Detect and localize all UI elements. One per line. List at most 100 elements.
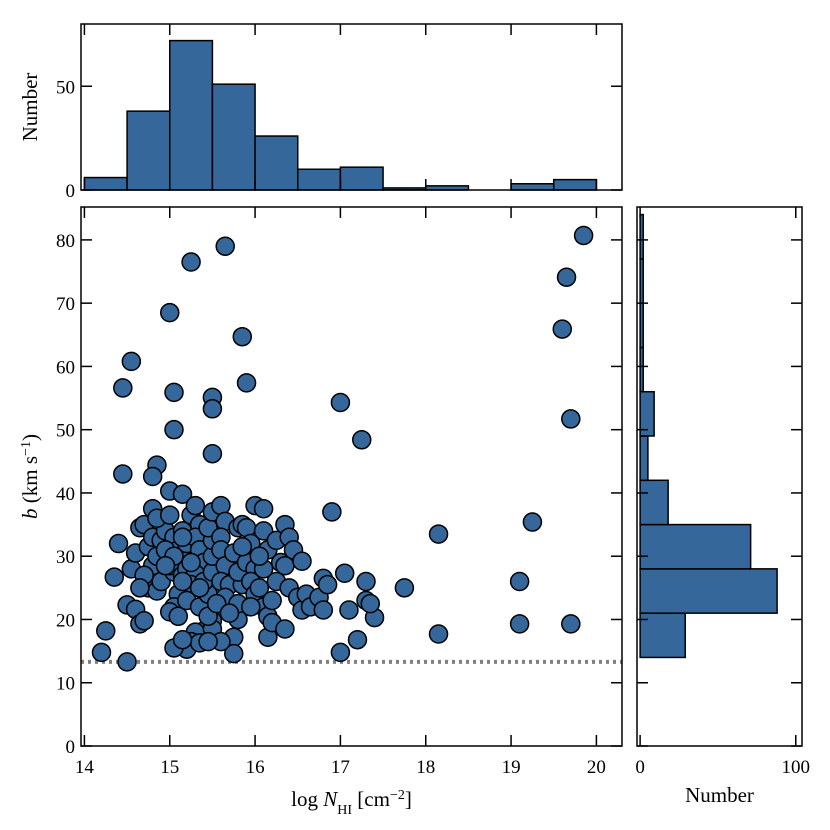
scatter-point bbox=[142, 466, 163, 487]
scatter-point bbox=[168, 606, 189, 627]
scatter-point bbox=[428, 524, 449, 544]
scatter-point bbox=[241, 597, 261, 617]
scatter-point bbox=[556, 267, 577, 287]
scatter-point bbox=[159, 505, 180, 525]
scatter-point bbox=[181, 252, 201, 272]
x-tick-label: 0 bbox=[635, 757, 645, 778]
axes-frame bbox=[80, 206, 623, 747]
scatter-point bbox=[172, 629, 193, 650]
y-tick-label: 40 bbox=[56, 484, 75, 505]
scatter-point bbox=[108, 533, 129, 554]
scatter-point bbox=[360, 593, 381, 614]
histogram-bar bbox=[639, 479, 669, 526]
scatter-point bbox=[249, 546, 270, 566]
scatter-point bbox=[185, 495, 206, 516]
x-tick-label: 100 bbox=[782, 757, 811, 778]
axis-label-part: [cm bbox=[352, 787, 390, 811]
scatter-point bbox=[330, 642, 351, 663]
scatter-point bbox=[121, 351, 142, 372]
scatter-point bbox=[334, 563, 355, 584]
axis-label-part: ] bbox=[405, 787, 412, 811]
scatter-point bbox=[356, 571, 376, 592]
histogram-bar bbox=[639, 258, 644, 304]
scatter-point bbox=[202, 443, 223, 464]
scatter-point bbox=[95, 621, 116, 641]
scatter-point bbox=[172, 484, 193, 504]
y-tick-label: 70 bbox=[56, 294, 75, 315]
y-tick-label: 0 bbox=[66, 737, 76, 758]
x-tick-label: 19 bbox=[502, 757, 521, 778]
scatter-point bbox=[347, 629, 368, 650]
x-tick-label: 18 bbox=[416, 757, 435, 778]
scatter-point bbox=[330, 392, 351, 413]
scatter-point bbox=[159, 302, 180, 323]
scatter-point bbox=[313, 600, 334, 620]
histogram-bar bbox=[126, 110, 171, 191]
scatter-point bbox=[509, 571, 530, 592]
scatter-point bbox=[219, 603, 240, 623]
y-tick-label: 0 bbox=[66, 181, 76, 202]
scatter-point bbox=[249, 578, 270, 598]
histogram-bar bbox=[296, 168, 342, 191]
scatter-point bbox=[134, 610, 154, 631]
histogram-bar bbox=[639, 346, 644, 393]
scatter-point bbox=[130, 578, 150, 598]
scatter-point bbox=[262, 590, 282, 611]
x-tick-label: 15 bbox=[160, 757, 179, 778]
x-tick-label: 14 bbox=[75, 757, 95, 778]
histogram-bar bbox=[254, 135, 299, 191]
scatter-point bbox=[322, 502, 342, 522]
scatter-point bbox=[172, 527, 193, 547]
scatter-point bbox=[317, 574, 338, 595]
axis-label-part: (km s bbox=[18, 456, 42, 509]
scatter-point bbox=[351, 430, 372, 450]
histogram-bar bbox=[639, 302, 644, 349]
scatter-point bbox=[113, 378, 133, 398]
axes-frame bbox=[80, 23, 623, 191]
histogram-bar bbox=[168, 39, 214, 191]
histogram-bar bbox=[510, 183, 555, 191]
y-tick-label: 60 bbox=[56, 357, 75, 378]
scatter-point bbox=[509, 614, 530, 634]
axis-label-part: b bbox=[18, 508, 42, 519]
histogram-bar bbox=[639, 568, 778, 614]
axis-label: log NHI [cm−2] bbox=[291, 787, 412, 818]
y-tick-label: 10 bbox=[56, 674, 75, 695]
axes-frame bbox=[636, 206, 803, 747]
scatter-point bbox=[172, 571, 193, 592]
histogram-bar bbox=[639, 435, 649, 482]
scatter-point bbox=[155, 555, 176, 576]
histogram-bar bbox=[639, 213, 644, 260]
y-tick-label: 50 bbox=[56, 77, 75, 98]
histogram-bar bbox=[552, 178, 598, 191]
axis-label-part: ) bbox=[18, 434, 42, 441]
x-axis-label: Number bbox=[685, 783, 754, 807]
scatter-point bbox=[198, 631, 218, 652]
scatter-point bbox=[573, 225, 594, 246]
scatter-point bbox=[113, 464, 133, 484]
y-tick-label: 80 bbox=[56, 231, 75, 252]
y-tick-label: 50 bbox=[56, 421, 75, 442]
scatter-point bbox=[189, 578, 210, 598]
scatter-point bbox=[104, 567, 125, 587]
x-tick-label: 17 bbox=[331, 757, 350, 778]
scatter-point bbox=[232, 536, 253, 557]
histogram-bar bbox=[211, 83, 256, 191]
y-tick-label: 30 bbox=[56, 547, 75, 568]
scatter-point bbox=[561, 614, 581, 634]
scatter-point bbox=[522, 512, 543, 532]
axis-label-part: −2 bbox=[390, 788, 405, 803]
scatter-point bbox=[181, 552, 201, 573]
axis-label-part: N bbox=[322, 787, 338, 811]
histogram-bar bbox=[339, 166, 384, 191]
histogram-bar bbox=[639, 390, 655, 437]
axis-label: b (km s−1) bbox=[18, 434, 42, 519]
scatter-point bbox=[552, 319, 573, 339]
scatter-point bbox=[253, 499, 274, 519]
scatter-point bbox=[428, 624, 449, 644]
x-tick-label: 20 bbox=[587, 757, 606, 778]
scatter-point bbox=[223, 643, 244, 664]
scatter-point bbox=[292, 551, 312, 572]
